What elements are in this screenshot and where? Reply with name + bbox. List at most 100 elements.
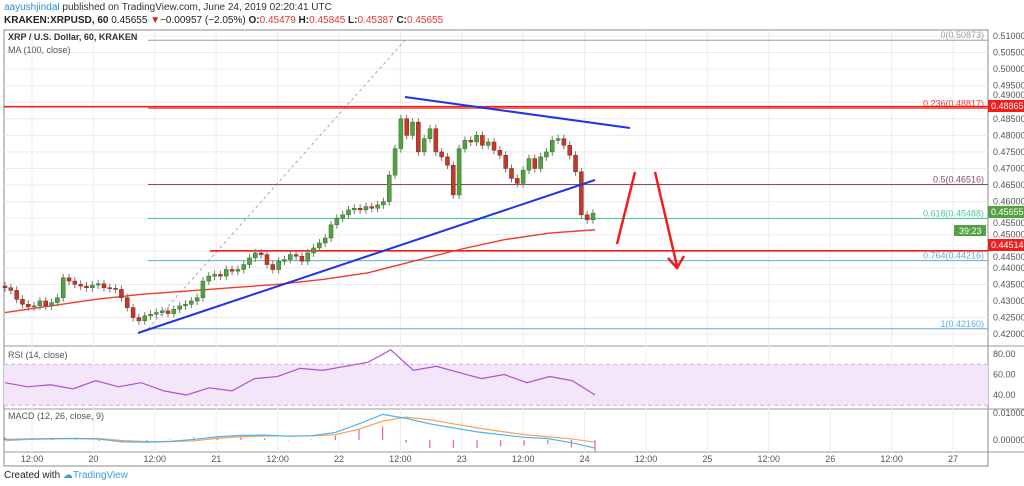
candle bbox=[416, 121, 421, 153]
author-link[interactable]: aayushjindal bbox=[4, 2, 60, 13]
ascending-trendline bbox=[137, 179, 596, 334]
price-tick-label: 0.44500 bbox=[993, 252, 1024, 262]
countdown-label: 39:23 bbox=[959, 226, 982, 236]
candle bbox=[451, 164, 456, 196]
candle bbox=[60, 277, 66, 298]
candle bbox=[456, 148, 462, 196]
candle bbox=[276, 260, 281, 270]
candle bbox=[107, 287, 113, 289]
time-tick-label: 27 bbox=[948, 454, 958, 464]
candle bbox=[26, 304, 31, 308]
candle bbox=[31, 305, 37, 308]
price-tick-label: 0.47000 bbox=[993, 163, 1024, 173]
o-label: O: bbox=[248, 15, 260, 26]
candle bbox=[579, 171, 584, 216]
last-price-tag bbox=[988, 206, 1024, 218]
l-label: L: bbox=[348, 15, 358, 26]
candle bbox=[253, 252, 258, 259]
rsi-line bbox=[4, 349, 596, 396]
rsi-band bbox=[4, 364, 988, 406]
price-chart[interactable]: 12:00 20 12:00 21 12:00 22 12:00 23 12:00 24 12:00… bbox=[0, 0, 1024, 470]
candle bbox=[159, 310, 165, 313]
candle bbox=[189, 300, 194, 305]
tradingview-link[interactable]: TradingView bbox=[72, 470, 128, 481]
candle bbox=[404, 118, 409, 136]
created-with: Created with bbox=[4, 470, 61, 481]
level-price-label: 0.44514 bbox=[991, 240, 1024, 250]
candle bbox=[497, 150, 503, 156]
change: −0.00957 (−2.05%) bbox=[160, 15, 246, 26]
candle bbox=[480, 135, 485, 146]
candle bbox=[258, 252, 264, 255]
candle bbox=[526, 158, 532, 171]
last-price: 0.45655 bbox=[111, 15, 148, 26]
candle bbox=[113, 288, 118, 290]
fib-level-label: 0.5(0.46516) bbox=[933, 175, 984, 185]
fib-level-label: 0.236(0.48817) bbox=[923, 98, 984, 108]
candle bbox=[171, 308, 177, 314]
candle bbox=[427, 128, 433, 139]
h-label: H: bbox=[298, 15, 310, 26]
candle bbox=[549, 140, 555, 153]
candle bbox=[421, 138, 427, 153]
tradingview-cloud-icon: ☁ bbox=[62, 470, 73, 481]
candle bbox=[346, 209, 351, 216]
price-tick-label: 0.44000 bbox=[993, 263, 1024, 273]
candle bbox=[462, 140, 468, 149]
candle bbox=[55, 297, 60, 303]
price-tick-label: 0.42500 bbox=[993, 313, 1024, 323]
fib-level-label: 0.618(0.45488) bbox=[923, 209, 984, 219]
time-tick-label: 12:00 bbox=[512, 454, 535, 464]
candle bbox=[520, 169, 526, 184]
price-tick-label: 0.49000 bbox=[993, 90, 1024, 100]
c-label: C: bbox=[396, 15, 407, 26]
candle bbox=[95, 283, 101, 286]
candle bbox=[369, 206, 375, 209]
candle bbox=[125, 297, 130, 308]
fib-level-label: 0.764(0.44216) bbox=[923, 251, 984, 261]
fib-level-label: 0(0.50873) bbox=[940, 30, 984, 40]
candle bbox=[375, 204, 380, 209]
candle bbox=[340, 214, 345, 219]
candle bbox=[491, 141, 497, 151]
candle bbox=[154, 312, 159, 315]
candle bbox=[78, 284, 83, 287]
price-tick-label: 0.46500 bbox=[993, 180, 1024, 190]
candle bbox=[509, 168, 514, 179]
candle bbox=[311, 247, 316, 254]
candle bbox=[130, 307, 136, 318]
time-tick-label: 20 bbox=[88, 454, 98, 464]
candle bbox=[590, 212, 596, 221]
candle bbox=[544, 151, 549, 158]
time-tick-label: 24 bbox=[580, 454, 590, 464]
price-tick-label: 0.49500 bbox=[993, 81, 1024, 91]
candle bbox=[247, 257, 252, 265]
level-price-label: 0.48865 bbox=[991, 101, 1024, 111]
time-tick-label: 12:00 bbox=[635, 454, 658, 464]
candle bbox=[37, 300, 43, 307]
candle bbox=[270, 264, 276, 270]
candle bbox=[532, 158, 538, 169]
chart-legend-title: XRP / U.S. Dollar, 60, KRAKEN bbox=[8, 32, 137, 42]
time-tick-label: 21 bbox=[211, 454, 221, 464]
candle bbox=[468, 140, 473, 143]
candle bbox=[352, 207, 357, 211]
candle bbox=[200, 280, 206, 298]
candle bbox=[573, 154, 578, 173]
time-tick-label: 23 bbox=[457, 454, 467, 464]
candle bbox=[293, 254, 299, 257]
candle bbox=[538, 156, 543, 169]
candle bbox=[235, 269, 241, 272]
candle bbox=[363, 206, 369, 211]
price-tick-label: 0.48500 bbox=[993, 114, 1024, 124]
candle bbox=[136, 317, 142, 322]
candle bbox=[328, 224, 334, 239]
last-price-label: 0.45655 bbox=[991, 207, 1024, 217]
candle bbox=[90, 284, 95, 288]
fib-level-label: 1(0.42160) bbox=[940, 319, 984, 329]
publish-text: published on TradingView.com, June 24, 2… bbox=[62, 2, 332, 13]
candle bbox=[334, 217, 340, 226]
symbol: KRAKEN:XRPUSD, 60 bbox=[4, 15, 109, 26]
candle bbox=[165, 310, 171, 314]
ma-legend: MA (100, close) bbox=[8, 45, 71, 55]
